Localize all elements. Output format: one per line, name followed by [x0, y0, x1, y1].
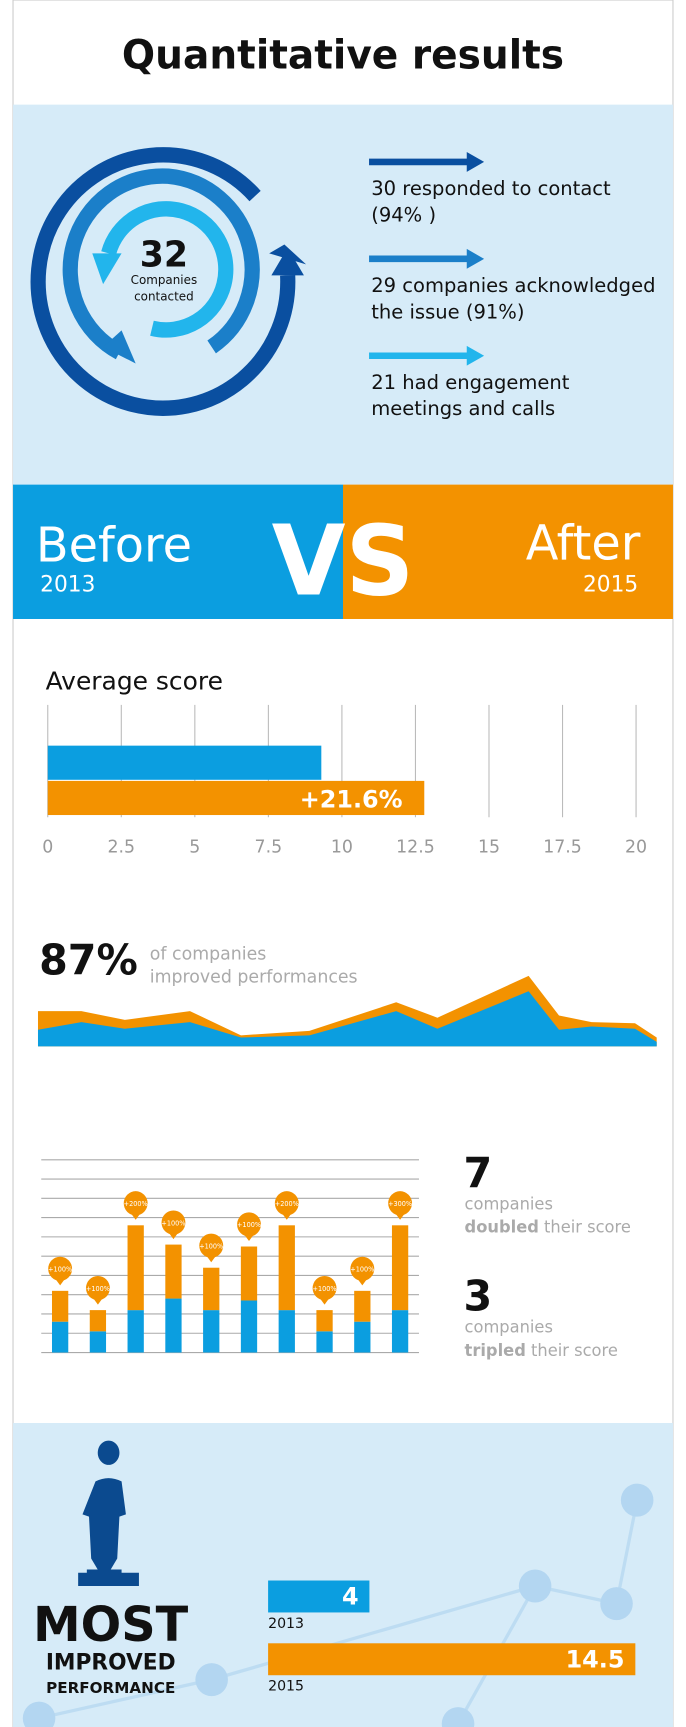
after-year: 2015 — [583, 572, 638, 597]
award-line: PERFORMANCE — [46, 1679, 175, 1697]
bar-segment — [392, 1225, 408, 1310]
infographic: Quantitative results 32 Companies contac… — [0, 0, 686, 1727]
contact-item: 21 had engagement — [371, 371, 570, 394]
bar-segment — [241, 1247, 257, 1301]
bar-label: 14.5 — [566, 1645, 625, 1673]
x-tick-label: 20 — [625, 837, 647, 857]
bar-segment — [316, 1331, 332, 1352]
contact-item: (94% ) — [371, 203, 436, 226]
before-year: 2013 — [40, 572, 95, 597]
title: Quantitative results — [122, 32, 564, 78]
bar-label: 4 — [342, 1583, 359, 1611]
category-label: 2015 — [268, 1679, 304, 1695]
bar-segment — [52, 1322, 68, 1353]
count-label: Companies — [131, 273, 198, 287]
vs: VS — [272, 505, 415, 618]
bar-segment — [52, 1291, 68, 1322]
bar-segment — [128, 1225, 144, 1310]
bar-segment — [90, 1331, 106, 1352]
bar — [48, 746, 322, 780]
bar-annotation: +21.6% — [300, 785, 403, 813]
stat-text: of companies — [150, 944, 267, 964]
bar-segment — [354, 1291, 370, 1322]
bar-annotation: +100% — [237, 1221, 261, 1229]
stat-label: companies — [465, 1194, 553, 1213]
bar-annotation: +100% — [313, 1285, 337, 1293]
bar-annotation: +200% — [124, 1200, 148, 1208]
contact-item: 29 companies acknowledged — [371, 274, 655, 297]
bar-segment — [165, 1299, 181, 1353]
contact-item: 30 responded to contact — [371, 177, 611, 200]
before: Before — [36, 517, 192, 573]
contact-item: the issue (91%) — [371, 300, 524, 323]
x-tick-label: 5 — [189, 837, 200, 857]
after: After — [526, 515, 641, 571]
stat-text: tripled their score — [465, 1341, 618, 1360]
bar-segment — [279, 1225, 295, 1310]
count-label: contacted — [134, 290, 194, 304]
stat: 87% — [39, 935, 138, 984]
bar-annotation: +100% — [161, 1219, 185, 1227]
stat-text: doubled their score — [465, 1217, 631, 1236]
bar-annotation: +100% — [86, 1285, 110, 1293]
bar-annotation: +100% — [350, 1266, 374, 1274]
bar-annotation: +100% — [48, 1266, 72, 1274]
bar-segment — [90, 1310, 106, 1331]
stat-rest: their score — [539, 1217, 631, 1236]
bar-annotation: +200% — [275, 1200, 299, 1208]
bar-segment — [392, 1310, 408, 1352]
stat-emphasis: tripled — [465, 1341, 526, 1360]
award-line: MOST — [33, 1597, 188, 1653]
bar-segment — [316, 1310, 332, 1331]
bar-segment — [203, 1310, 219, 1352]
x-tick-label: 7.5 — [255, 837, 283, 857]
stat-text: improved performances — [150, 967, 358, 987]
contact-item: meetings and calls — [371, 397, 555, 420]
x-tick-label: 15 — [478, 837, 500, 857]
award-line: IMPROVED — [46, 1651, 176, 1676]
bar-segment — [279, 1310, 295, 1352]
stat-number: 7 — [463, 1148, 492, 1197]
stat-rest: their score — [526, 1341, 618, 1360]
bar-segment — [165, 1245, 181, 1299]
bar-segment — [241, 1300, 257, 1352]
count: 32 — [140, 235, 188, 275]
x-tick-label: 12.5 — [396, 837, 435, 857]
stat-label: companies — [465, 1318, 553, 1337]
x-tick-label: 10 — [331, 837, 353, 857]
category-label: 2013 — [268, 1616, 304, 1632]
bar-segment — [354, 1322, 370, 1353]
x-tick-label: 17.5 — [543, 837, 582, 857]
chart-title: Average score — [46, 666, 223, 695]
bar-annotation: +100% — [199, 1242, 223, 1250]
stat-number: 3 — [463, 1271, 492, 1320]
page: Quantitative results 32 Companies contac… — [0, 0, 686, 1727]
x-tick-label: 2.5 — [107, 837, 135, 857]
bar-segment — [203, 1268, 219, 1310]
stat-emphasis: doubled — [465, 1217, 539, 1236]
bar-annotation: +300% — [388, 1200, 412, 1208]
x-tick-label: 0 — [42, 837, 53, 857]
bar-segment — [128, 1310, 144, 1352]
